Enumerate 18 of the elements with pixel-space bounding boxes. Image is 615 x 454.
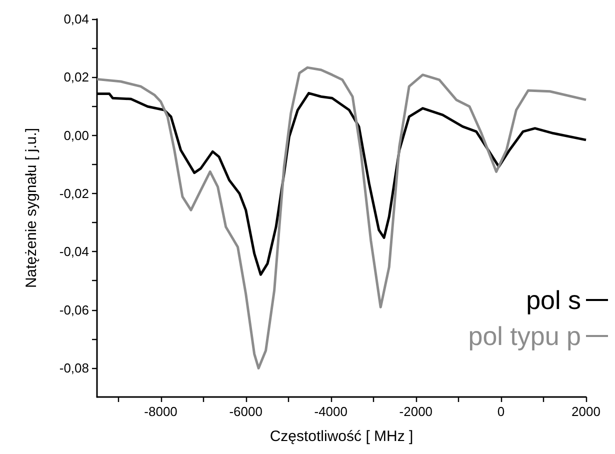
x-tick-label: -8000: [144, 404, 178, 419]
y-axis-title: Natężenie sygnału [ j.u.]: [23, 128, 40, 288]
x-tick-label: 0: [497, 404, 505, 419]
y-tick-label: 0,00: [64, 128, 89, 143]
y-tick-label: -0,04: [59, 244, 89, 260]
legend-label: pol s: [526, 285, 581, 315]
x-tick-label: 2000: [572, 404, 600, 419]
y-tick-label: -0,06: [59, 302, 89, 318]
y-tick-label: 0,04: [64, 12, 89, 26]
y-tick-label: -0,02: [59, 186, 89, 201]
y-tick-label: 0,02: [64, 70, 89, 85]
x-tick-label: -2000: [399, 404, 433, 419]
legend-label: pol typu p: [468, 321, 581, 351]
x-axis-title: Częstotliwość [ MHz ]: [270, 428, 414, 445]
y-tick-label: -0,08: [59, 360, 89, 376]
x-tick-label: -4000: [314, 404, 348, 419]
x-tick-label: -6000: [229, 404, 262, 419]
line-series: [96, 66, 588, 370]
